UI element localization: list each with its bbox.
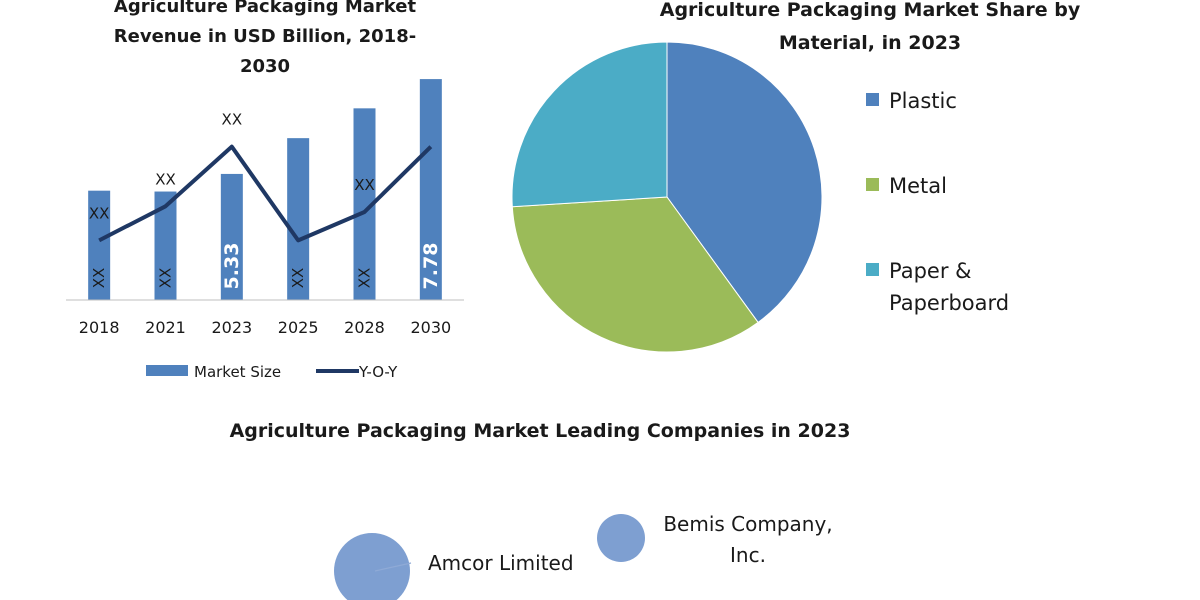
yoy-value-label: XX [155, 170, 176, 188]
pie-slice-metal [511, 196, 759, 353]
title-line-0: Agriculture Packaging Market [113, 0, 417, 17]
bubble-leader-line [374, 562, 412, 572]
x-tick-label: 2023 [211, 318, 252, 337]
title-line-0: Agriculture Packaging Market Share by [659, 0, 1081, 21]
legend-label-yoy: Y-O-Y [358, 363, 398, 381]
bar-2018 [88, 190, 111, 300]
bar-value-label: 7.78 [420, 243, 442, 290]
x-tick-label: 2018 [79, 318, 120, 337]
bar-2021 [154, 191, 177, 300]
legend-label-1: Metal [889, 174, 947, 198]
bar-chart-title: Agriculture Packaging Market Revenue in U… [95, 0, 435, 82]
bubble-chart-title: Agriculture Packaging Market Leading Com… [229, 420, 851, 442]
legend-label-line: Plastic [889, 89, 957, 113]
bubble-1: Bemis Company, Inc. [597, 512, 833, 567]
x-tick-label: 2030 [410, 318, 451, 337]
legend-swatch-0 [866, 93, 879, 106]
title-line-1: Material, in 2023 [778, 32, 962, 54]
yoy-value-label: XX [89, 204, 110, 222]
bar-value-label: XX [289, 268, 307, 289]
yoy-value-label: XX [222, 111, 243, 129]
bar-value-label: XX [157, 268, 175, 289]
bar-2025 [287, 138, 310, 300]
yoy-series-line [98, 144, 433, 243]
legend-label-line: Paper & [889, 259, 972, 283]
bar-2023 [220, 173, 243, 300]
bubble-label-line: Inc. [730, 543, 766, 567]
bubble-label-line: Bemis Company, [663, 512, 832, 536]
legend-label-line: Paperboard [889, 291, 1009, 315]
bar-value-label: XX [356, 268, 374, 289]
bubble-0: Amcor Limited [334, 533, 574, 600]
legend-swatch-market-size [146, 365, 188, 376]
bar-2030 [419, 79, 442, 300]
bubble-circle [334, 533, 410, 600]
bubble-label: Amcor Limited [428, 551, 574, 575]
legend-label-line: Metal [889, 174, 947, 198]
bubble-label-line: Amcor Limited [428, 551, 574, 575]
title-line-2: 2030 [239, 56, 291, 77]
bubble-circle [597, 514, 645, 562]
x-tick-label: 2025 [278, 318, 319, 337]
bar-chart-legend: Market Size Y-O-Y [146, 363, 398, 381]
pie-slice-plastic [666, 41, 823, 324]
title-line-1: Revenue in USD Billion, 2018- [113, 26, 417, 47]
x-tick-label: 2021 [145, 318, 186, 337]
legend-swatch-2 [866, 263, 879, 276]
x-tick-label: 2028 [344, 318, 385, 337]
pie-slice-paper-paperboard [511, 41, 668, 208]
legend-label-market-size: Market Size [194, 363, 281, 381]
yoy-value-label: XX [354, 176, 375, 194]
legend-label-2: Paper & Paperboard [889, 259, 1009, 315]
bar-2028 [353, 108, 376, 300]
legend-label-0: Plastic [889, 89, 957, 113]
pie-chart-title: Agriculture Packaging Market Share by Mat… [630, 0, 1110, 60]
bar-value-label: XX [90, 268, 108, 289]
legend-swatch-1 [866, 178, 879, 191]
bubble-label: Bemis Company, Inc. [663, 512, 832, 567]
bar-value-label: 5.33 [221, 243, 243, 290]
